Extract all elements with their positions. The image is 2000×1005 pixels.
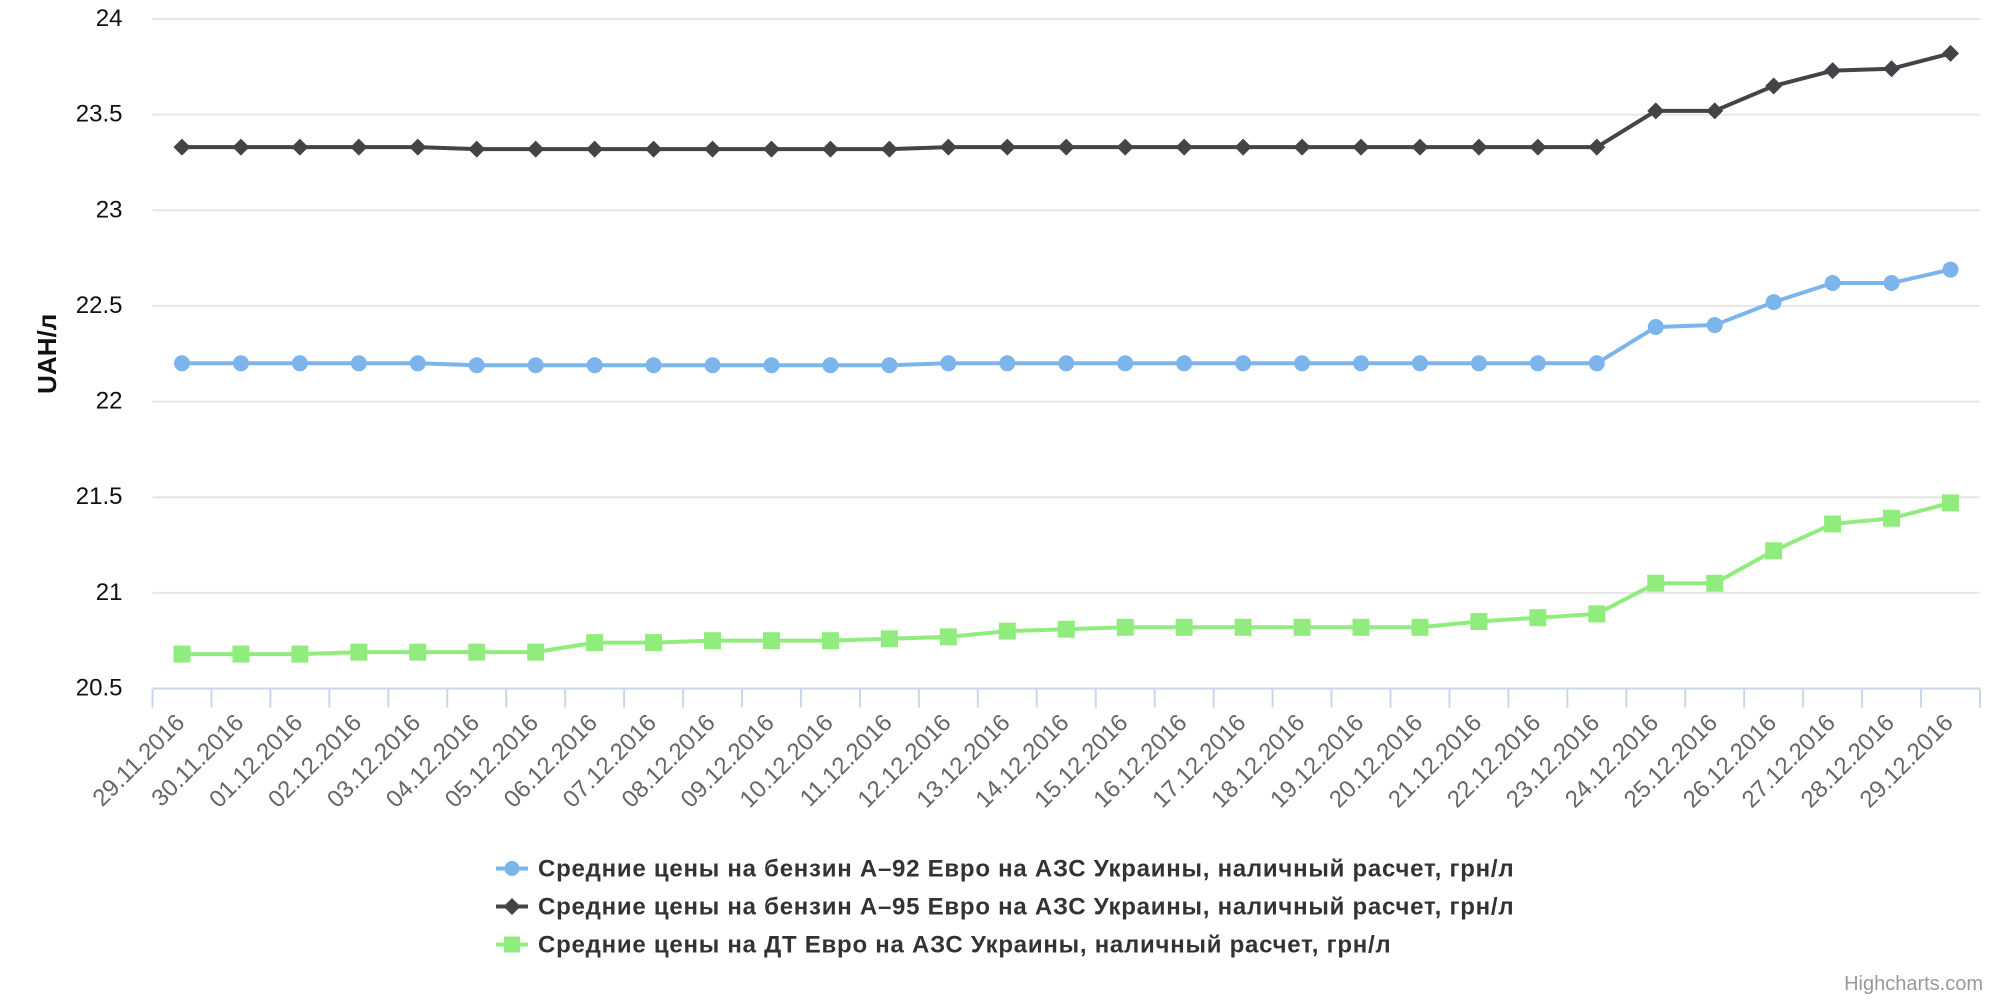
svg-text:21: 21 [96,579,123,606]
svg-text:23: 23 [96,196,123,223]
svg-text:24: 24 [96,5,123,32]
svg-text:20.5: 20.5 [76,675,123,702]
svg-text:UAH/л: UAH/л [32,314,62,394]
svg-text:22.5: 22.5 [76,292,123,319]
svg-text:22: 22 [96,388,123,415]
svg-text:Highcharts.com: Highcharts.com [1844,973,1983,995]
svg-text:Средние цены на ДТ Евро на АЗС: Средние цены на ДТ Евро на АЗС Украины, … [538,932,1391,959]
svg-text:Средние цены на бензин А–92 Ев: Средние цены на бензин А–92 Евро на АЗС … [538,856,1514,883]
svg-text:23.5: 23.5 [76,101,123,128]
svg-text:Средние цены на бензин А–95 Ев: Средние цены на бензин А–95 Евро на АЗС … [538,894,1514,921]
svg-text:21.5: 21.5 [76,483,123,510]
